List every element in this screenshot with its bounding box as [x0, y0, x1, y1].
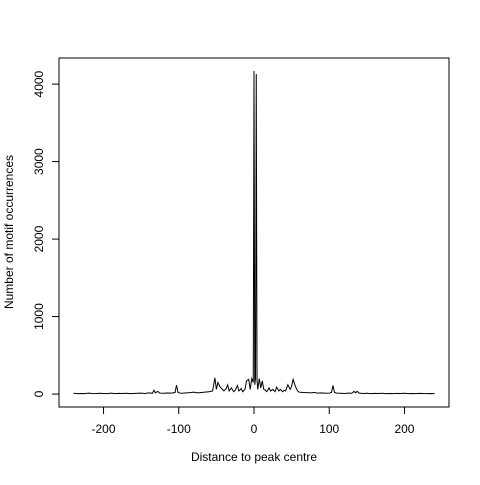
y-tick-label: 2000 [32, 225, 46, 252]
x-tick-label: -100 [167, 422, 191, 436]
y-tick-label: 4000 [32, 70, 46, 97]
y-tick-label: 0 [32, 390, 46, 397]
x-axis-label: Distance to peak centre [191, 450, 317, 464]
data-line [73, 70, 435, 395]
x-tick-label: -200 [92, 422, 116, 436]
y-tick-label: 3000 [32, 148, 46, 175]
x-tick-label: 0 [251, 422, 258, 436]
x-tick-label: 100 [319, 422, 339, 436]
y-tick-label: 1000 [32, 303, 46, 330]
y-axis-label: Number of motif occurrences [2, 155, 16, 309]
x-tick-label: 200 [394, 422, 414, 436]
